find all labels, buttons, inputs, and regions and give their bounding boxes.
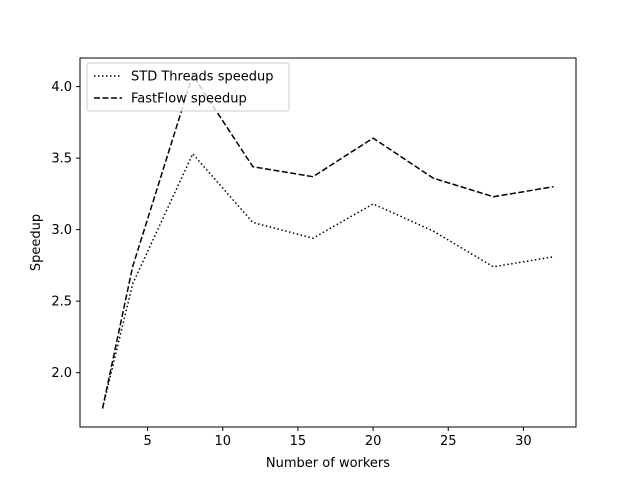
x-tick-label: 15 bbox=[290, 434, 307, 449]
y-tick-label: 3.0 bbox=[51, 223, 72, 238]
x-tick-label: 25 bbox=[440, 434, 457, 449]
x-tick-label: 30 bbox=[515, 434, 532, 449]
plot-layer bbox=[101, 74, 554, 409]
x-tick-label: 5 bbox=[143, 434, 151, 449]
x-axis-label: Number of workers bbox=[266, 456, 390, 471]
legend-box bbox=[86, 62, 290, 112]
plot-frame bbox=[79, 57, 577, 428]
legend: STD Threads speedup FastFlow speedup bbox=[86, 62, 290, 112]
x-tick-label: 10 bbox=[215, 434, 232, 449]
y-axis-label: Speedup bbox=[29, 214, 44, 271]
series-line-0 bbox=[101, 153, 554, 409]
y-tick-label: 2.5 bbox=[51, 295, 72, 310]
legend-label-fastflow: FastFlow speedup bbox=[131, 92, 247, 107]
legend-label-std-threads: STD Threads speedup bbox=[131, 70, 273, 85]
y-tick-label: 2.0 bbox=[51, 366, 72, 381]
series-line-1 bbox=[101, 74, 554, 409]
y-tick-label: 4.0 bbox=[51, 80, 72, 95]
axes-layer: 5 10 15 20 25 30 2.0 2.5 3.0 3.5 4.0 bbox=[51, 57, 577, 449]
y-tick-label: 3.5 bbox=[51, 152, 72, 167]
x-tick-label: 20 bbox=[365, 434, 382, 449]
